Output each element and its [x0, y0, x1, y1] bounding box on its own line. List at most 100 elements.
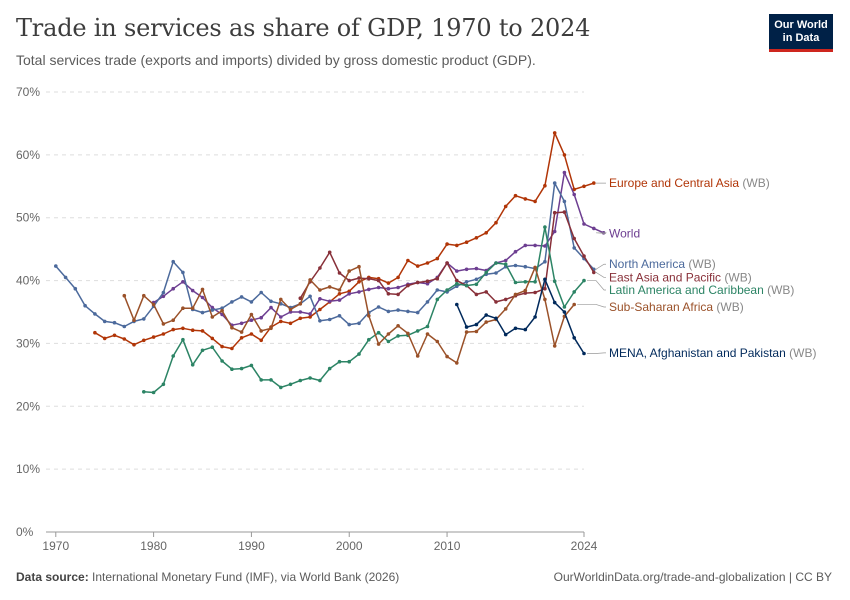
- data-point: [210, 315, 215, 319]
- data-point: [171, 327, 175, 332]
- data-point: [308, 376, 312, 380]
- series-line[interactable]: [143, 226, 585, 394]
- series-line[interactable]: [55, 182, 595, 328]
- data-point: [230, 325, 234, 330]
- data-point: [279, 297, 283, 302]
- data-point: [533, 243, 537, 248]
- series-label[interactable]: Latin America and Caribbean (WB): [609, 283, 794, 297]
- data-point: [386, 332, 391, 336]
- data-point: [161, 322, 166, 326]
- source-text[interactable]: International Monetary Fund (IMF), via W…: [88, 570, 400, 584]
- data-point: [494, 316, 498, 321]
- data-point: [161, 332, 166, 336]
- data-point: [474, 277, 479, 282]
- data-point: [533, 280, 537, 284]
- data-point: [396, 292, 400, 297]
- logo-line-1: Our World: [774, 19, 828, 31]
- data-point: [435, 339, 440, 344]
- data-point: [455, 281, 459, 286]
- data-point: [220, 359, 224, 363]
- data-point: [220, 306, 224, 311]
- data-point: [513, 326, 518, 331]
- series-label[interactable]: Sub-Saharan Africa (WB): [609, 300, 744, 314]
- data-point: [396, 334, 400, 338]
- data-point: [523, 327, 528, 332]
- data-point: [239, 330, 244, 334]
- data-point: [513, 280, 518, 285]
- data-point: [592, 181, 596, 185]
- data-point: [181, 326, 185, 331]
- data-point: [249, 300, 254, 304]
- series-label[interactable]: East Asia and Pacific (WB): [609, 270, 752, 284]
- data-point: [582, 184, 586, 189]
- data-point: [552, 131, 557, 135]
- data-point: [464, 330, 469, 334]
- data-point: [415, 264, 420, 268]
- data-point: [259, 315, 264, 320]
- data-point: [288, 321, 293, 326]
- data-point: [552, 300, 557, 305]
- footer-url[interactable]: OurWorldinData.org/trade-and-globalizati…: [553, 570, 832, 584]
- series-lines: [54, 131, 606, 395]
- data-point: [347, 322, 352, 327]
- series-label[interactable]: North America (WB): [609, 257, 716, 271]
- series-label[interactable]: MENA, Afghanistan and Pakistan (WB): [609, 346, 816, 360]
- data-point: [376, 305, 381, 309]
- data-point: [445, 354, 449, 359]
- data-point: [298, 378, 303, 383]
- data-point: [200, 348, 205, 353]
- data-point: [376, 285, 381, 290]
- data-point: [142, 338, 146, 343]
- data-point: [464, 280, 469, 284]
- data-point: [239, 295, 244, 299]
- data-point: [132, 342, 136, 347]
- data-point: [367, 276, 371, 281]
- series-line[interactable]: [94, 132, 595, 350]
- footer-source: Data source: International Monetary Fund…: [16, 570, 399, 584]
- data-point: [269, 326, 273, 331]
- gridlines: [46, 91, 584, 470]
- data-point: [533, 315, 537, 319]
- data-point: [396, 324, 400, 328]
- data-point: [464, 325, 469, 329]
- series-label[interactable]: Europe and Central Asia (WB): [609, 176, 770, 190]
- series-label[interactable]: World: [609, 226, 640, 240]
- series-line[interactable]: [456, 278, 585, 354]
- data-point: [298, 310, 303, 314]
- data-point: [523, 280, 528, 284]
- data-point: [572, 246, 576, 250]
- data-point: [425, 300, 430, 304]
- data-point: [327, 250, 332, 255]
- owid-logo[interactable]: Our World in Data: [769, 14, 833, 52]
- data-point: [239, 366, 244, 371]
- data-point: [161, 290, 166, 295]
- data-point: [327, 317, 332, 322]
- data-point: [249, 363, 254, 368]
- data-point: [122, 337, 127, 341]
- data-point: [445, 288, 449, 292]
- data-point: [474, 322, 479, 327]
- data-point: [396, 285, 400, 290]
- data-point: [190, 363, 195, 367]
- data-point: [190, 306, 195, 311]
- data-point: [562, 310, 567, 314]
- data-point: [464, 240, 469, 244]
- data-point: [279, 385, 283, 390]
- data-point: [582, 254, 586, 258]
- data-point: [337, 359, 342, 364]
- data-point: [318, 297, 322, 301]
- data-point: [318, 378, 322, 383]
- data-point: [367, 287, 371, 292]
- data-point: [435, 297, 440, 302]
- label-connector: [595, 232, 607, 234]
- data-point: [455, 284, 459, 289]
- series-line[interactable]: [153, 171, 604, 326]
- data-point: [445, 261, 449, 265]
- x-tick-label: 1990: [238, 539, 265, 553]
- data-point: [318, 307, 322, 312]
- source-label: Data source:: [16, 570, 89, 584]
- series-labels[interactable]: Europe and Central Asia (WB) World North A…: [577, 176, 816, 360]
- data-point: [503, 297, 508, 302]
- data-point: [112, 320, 117, 325]
